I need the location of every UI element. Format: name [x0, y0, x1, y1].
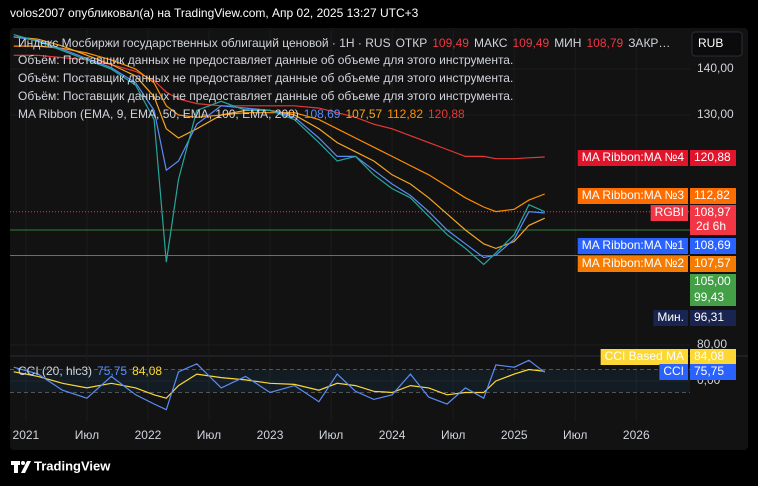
symbol-title: Индекс Мосбиржи государственных облигаци…	[18, 36, 391, 50]
author-line: volos2007 опубликовал(а) на TradingView.…	[10, 6, 419, 20]
y-tick-label: 80,00	[697, 337, 727, 351]
label-name: MA Ribbon:MA №2	[582, 256, 685, 270]
label-name: Мин.	[657, 310, 684, 324]
x-tick-label: 2023	[257, 428, 284, 442]
x-tick-label: Июл	[197, 428, 221, 442]
x-tick-label: 2025	[501, 428, 528, 442]
ohlc-label: ОТКР	[396, 36, 428, 50]
x-tick-label: 2022	[135, 428, 162, 442]
value-box	[690, 238, 736, 254]
y-tick-label: 130,00	[697, 107, 734, 121]
ohlc-value: 109,49	[432, 36, 469, 50]
cci-value: 84,08	[132, 364, 162, 378]
currency: RUB	[698, 36, 723, 50]
label-name: MA Ribbon:MA №4	[582, 150, 685, 164]
series-line	[13, 36, 545, 250]
value-label: 108,97	[694, 205, 731, 219]
x-tick-label: 2026	[623, 428, 650, 442]
cci-band	[10, 369, 690, 393]
label-box	[600, 349, 688, 365]
cci-value: 75,75	[97, 364, 127, 378]
value-box	[690, 150, 736, 166]
label-box	[577, 188, 688, 204]
currency-button[interactable]	[691, 31, 743, 57]
value-label: 75,75	[694, 364, 724, 378]
label-box	[577, 150, 688, 166]
series-line	[13, 34, 545, 266]
label-name: CCI	[663, 364, 684, 378]
value-label: 120,88	[694, 150, 731, 164]
ohlc-label: МАКС	[474, 36, 508, 50]
value-box	[690, 274, 736, 290]
value-label: 105,00	[694, 274, 731, 288]
label-name: CCI Based MA	[605, 349, 684, 363]
x-tick-label: Июл	[441, 428, 465, 442]
x-tick-label: 2024	[379, 428, 406, 442]
logo	[11, 461, 31, 473]
cci-title: CCI (20, hlc3)	[18, 364, 92, 378]
volume-note: Объём: Поставщик данных не предоставляет…	[18, 71, 513, 85]
label-box	[653, 310, 688, 326]
label-box	[577, 256, 688, 272]
x-tick-label: Июл	[319, 428, 343, 442]
label-name: RGBI	[655, 205, 684, 219]
label-name: MA Ribbon:MA №3	[582, 188, 685, 202]
series-line	[13, 54, 545, 160]
volume-note: Объём: Поставщик данных не предоставляет…	[18, 53, 513, 67]
series-line	[13, 36, 545, 259]
label-box	[659, 364, 688, 380]
indicator-value: 120,88	[428, 107, 465, 121]
value-box	[690, 364, 736, 380]
indicator-value: 107,57	[345, 107, 382, 121]
brand: TradingView	[34, 458, 111, 473]
countdown: 2d 6h	[696, 219, 726, 233]
x-tick-label: Июл	[563, 428, 587, 442]
series-line	[13, 359, 546, 411]
value-box	[690, 188, 736, 204]
label-box	[577, 238, 688, 254]
value-box	[690, 349, 736, 365]
value-label: 84,08	[694, 349, 724, 363]
ohlc-label: МИН	[554, 36, 581, 50]
indicator-value: 112,82	[387, 107, 423, 121]
ohlc-value: 109,49	[512, 36, 549, 50]
value-label: 108,69	[694, 238, 731, 252]
ohlc-value: 108,79	[586, 36, 623, 50]
value-box	[690, 310, 736, 326]
series-line	[13, 45, 545, 213]
volume-note: Объём: Поставщик данных не предоставляет…	[18, 89, 513, 103]
ohlc-label: ЗАКР…	[628, 36, 670, 50]
value-box	[690, 256, 736, 272]
x-tick-label: 2021	[13, 428, 40, 442]
x-tick-label: Июл	[75, 428, 99, 442]
indicator-title: MA Ribbon (EMA, 9, EMA, 50, EMA, 100, EM…	[18, 107, 299, 121]
y-tick-label: 140,00	[697, 61, 734, 75]
value-label: 96,31	[694, 310, 724, 324]
value-box	[690, 205, 736, 235]
label-box	[650, 205, 688, 221]
value-box	[690, 290, 736, 306]
label-name: MA Ribbon:MA №1	[582, 238, 685, 252]
value-label: 99,43	[694, 290, 724, 304]
value-label: 107,57	[694, 256, 731, 270]
value-label: 112,82	[694, 188, 730, 202]
indicator-value: 108,69	[304, 107, 341, 121]
